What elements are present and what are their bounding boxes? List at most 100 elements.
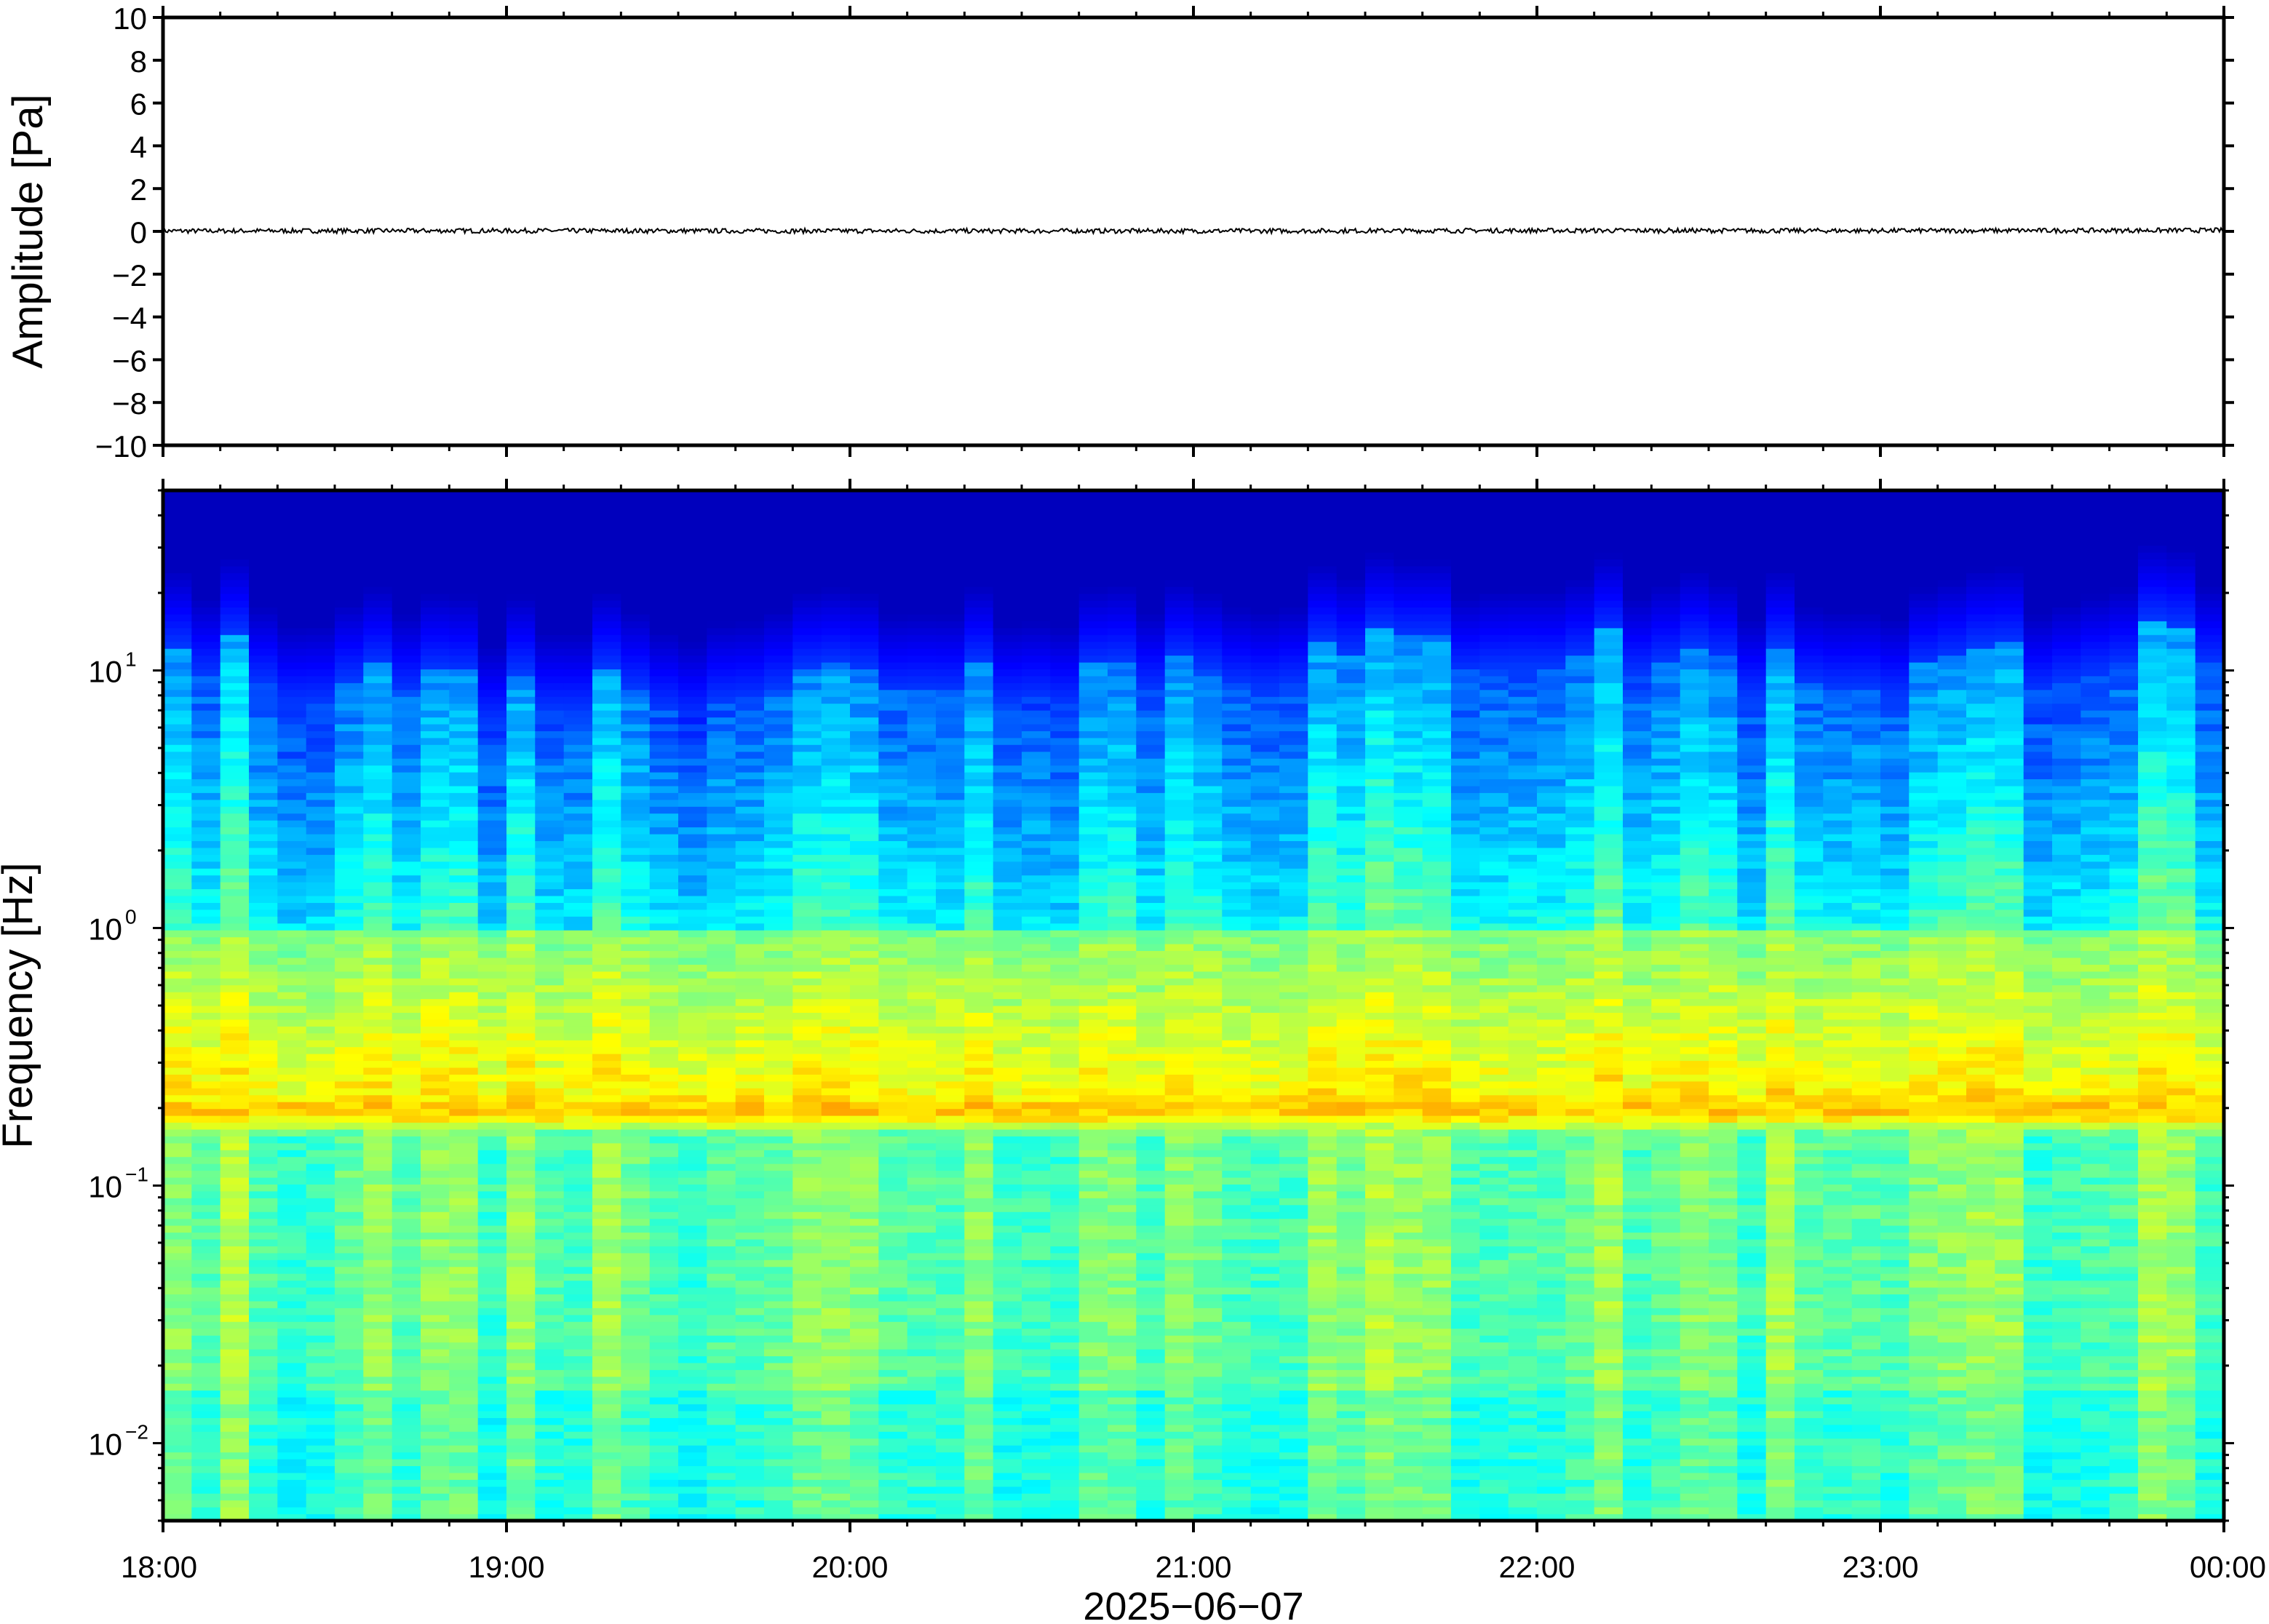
spectrogram-cell — [220, 1294, 250, 1302]
spectrogram-cell — [764, 1424, 793, 1432]
spectrogram-cell — [764, 1088, 793, 1096]
spectrogram-cell — [707, 847, 736, 855]
spectrogram-cell — [649, 1479, 679, 1487]
spectrogram-cell — [335, 779, 364, 787]
spectrogram-cell — [563, 1424, 593, 1432]
spectrogram-cell — [649, 675, 679, 683]
spectrogram-cell — [335, 600, 364, 608]
spectrogram-cell — [993, 779, 1022, 787]
spectrogram-cell — [277, 1046, 307, 1054]
spectrogram-cell — [220, 724, 250, 731]
spectrogram-cell — [649, 1294, 679, 1302]
spectrogram-cell — [563, 827, 593, 835]
spectrogram-cell — [850, 1122, 879, 1130]
spectrogram-cell — [678, 964, 707, 972]
spectrogram-cell — [477, 902, 507, 910]
spectrogram-cell — [363, 1184, 393, 1192]
spectrogram-cell — [249, 1232, 278, 1240]
spectrogram-cell — [792, 1383, 822, 1391]
spectrogram-cell — [421, 758, 450, 766]
spectrogram-cell — [191, 1032, 221, 1040]
spectrogram-cell — [621, 1012, 651, 1020]
spectrogram-cell — [249, 1500, 278, 1508]
spectrogram-cell — [306, 1500, 335, 1508]
spectrogram-cell — [850, 1102, 879, 1110]
spectrogram-cell — [563, 641, 593, 649]
spectrogram-cell — [936, 1218, 965, 1226]
spectrogram-cell — [306, 992, 335, 1000]
spectrogram-cell — [792, 586, 822, 594]
spectrogram-cell — [392, 600, 421, 608]
spectrogram-cell — [506, 813, 536, 821]
spectrogram-cell — [191, 998, 221, 1006]
spectrogram-cell — [1050, 1300, 1080, 1308]
spectrogram-cell — [563, 573, 593, 581]
spectrogram-cell — [1022, 600, 1051, 608]
spectrogram-cell — [449, 675, 479, 683]
spectrogram-cell — [421, 600, 450, 608]
spectrogram-cell — [850, 1259, 879, 1267]
spectrogram-cell — [1050, 882, 1080, 890]
spectrogram-cell — [563, 1349, 593, 1356]
spectrogram-cell — [764, 1411, 793, 1418]
spectrogram-cell — [1050, 1142, 1080, 1150]
spectrogram-cell — [563, 669, 593, 677]
spectrogram-cell — [621, 1074, 651, 1082]
amplitude-tick-label: 8 — [130, 44, 147, 79]
spectrogram-cell — [1050, 978, 1080, 986]
spectrogram-cell — [363, 785, 393, 793]
spectrogram-cell — [707, 731, 736, 739]
spectrogram-cell — [678, 552, 707, 560]
spectrogram-cell — [1022, 1465, 1051, 1473]
spectrogram-cell — [907, 792, 937, 800]
spectrogram-cell — [477, 1211, 507, 1219]
spectrogram-cell — [678, 511, 707, 519]
spectrogram-cell — [1078, 579, 1108, 587]
spectrogram-cell — [363, 717, 393, 725]
spectrogram-cell — [306, 978, 335, 986]
spectrogram-cell — [878, 1287, 908, 1294]
spectrogram-cell — [792, 1108, 822, 1116]
spectrogram-cell — [878, 772, 908, 779]
spectrogram-cell — [735, 984, 765, 992]
spectrogram-cell — [306, 930, 335, 938]
spectrogram-cell — [964, 634, 994, 642]
spectrogram-cell — [821, 1452, 851, 1460]
spectrogram-cell — [306, 888, 335, 896]
spectrogram-cell — [1022, 1507, 1051, 1515]
spectrogram-cell — [764, 1177, 793, 1185]
spectrogram-cell — [506, 916, 536, 924]
spectrogram-cell — [191, 1252, 221, 1260]
spectrogram-cell — [621, 1080, 651, 1088]
spectrogram-cell — [449, 992, 479, 1000]
spectrogram-cell — [649, 1156, 679, 1164]
spectrogram-cell — [1050, 1108, 1080, 1116]
spectrogram-cell — [1078, 1287, 1108, 1294]
spectrogram-cell — [850, 497, 879, 505]
spectrogram-cell — [735, 1102, 765, 1110]
spectrogram-cell — [792, 525, 822, 533]
spectrogram-cell — [907, 613, 937, 621]
spectrogram-cell — [993, 1074, 1022, 1082]
spectrogram-cell — [449, 984, 479, 992]
spectrogram-cell — [421, 1452, 450, 1460]
spectrogram-cell — [335, 627, 364, 635]
spectrogram-cell — [506, 964, 536, 972]
spectrogram-cell — [878, 1459, 908, 1466]
spectrogram-cell — [220, 525, 250, 533]
spectrogram-cell — [707, 565, 736, 573]
spectrogram-cell — [191, 882, 221, 890]
spectrogram-cell — [792, 1074, 822, 1082]
spectrogram-cell — [821, 1349, 851, 1356]
spectrogram-cell — [878, 627, 908, 635]
spectrogram-cell — [993, 854, 1022, 862]
spectrogram-cell — [363, 1129, 393, 1137]
spectrogram-cell — [1050, 1424, 1080, 1432]
spectrogram-cell — [449, 1376, 479, 1384]
spectrogram-cell — [163, 930, 192, 938]
spectrogram-cell — [964, 765, 994, 773]
spectrogram-cell — [964, 1054, 994, 1062]
spectrogram-cell — [678, 875, 707, 883]
spectrogram-cell — [249, 1211, 278, 1219]
spectrogram-cell — [277, 1006, 307, 1013]
